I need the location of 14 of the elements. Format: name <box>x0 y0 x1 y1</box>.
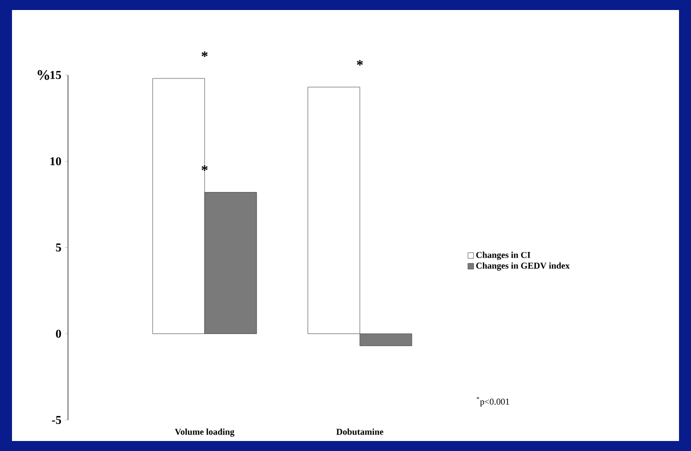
x-tick-label: Dobutamine <box>336 428 384 435</box>
y-tick-label: 10 <box>50 157 62 166</box>
y-tick-label: 0 <box>56 330 62 338</box>
data-label: * <box>356 60 363 66</box>
y-tick-label: 15 <box>50 70 62 79</box>
y-tick-label: -5 <box>52 416 62 424</box>
y-axis-title: % <box>38 70 50 80</box>
legend-label: Changes in CI <box>476 252 530 260</box>
legend-label: Changes in GEDV index <box>476 262 570 271</box>
text: $^{*}$p<0.001 <box>476 396 510 407</box>
data-label: * <box>202 165 208 171</box>
x-tick-label: Volume loading <box>174 428 234 437</box>
y-tick-label: 5 <box>56 244 62 252</box>
data-label: * <box>202 52 208 57</box>
